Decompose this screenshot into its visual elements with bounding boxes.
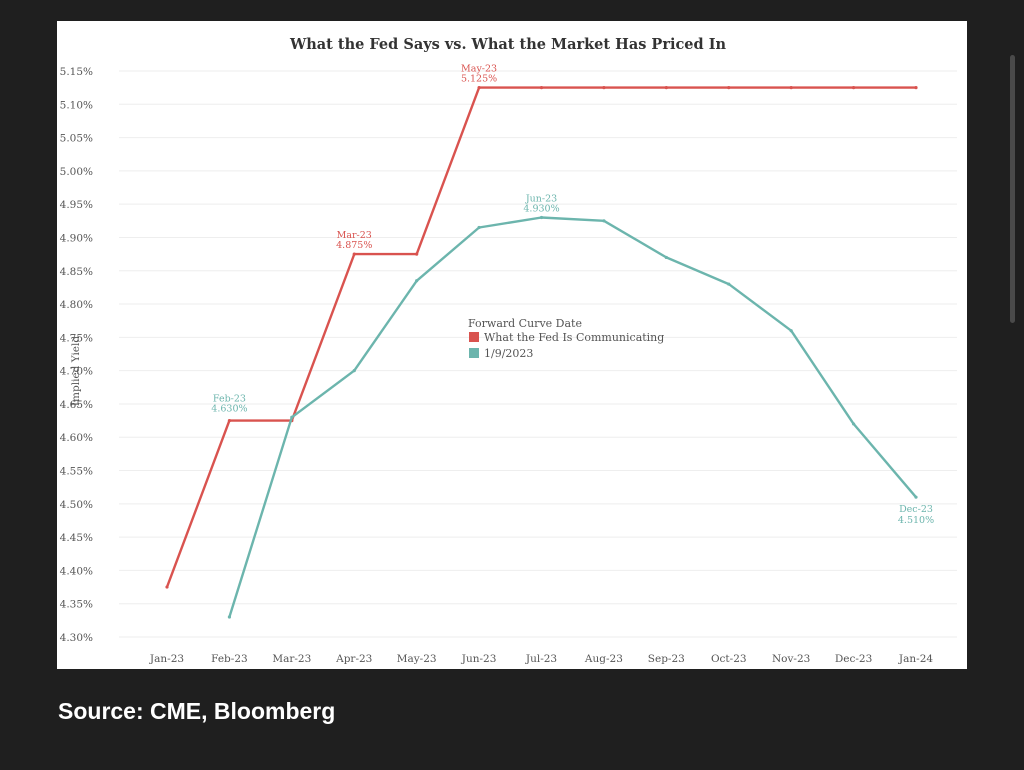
y-tick-label: 5.00% [60,166,93,178]
y-tick-label: 5.10% [60,99,93,111]
annotation-value: 4.930% [523,203,559,214]
gridlines [119,70,957,638]
data-point [789,86,793,90]
x-tick-label: Aug-23 [584,653,623,665]
x-tick-label: Mar-23 [272,653,311,665]
annotations: Feb-234.630% Mar-234.875% May-235.125% Jun-… [211,64,934,527]
y-tick-label: 4.75% [60,332,93,344]
legend-label-fed: What the Fed Is Communicating [484,331,664,344]
x-tick-label: Jan-23 [149,653,184,665]
y-tick-label: 4.80% [60,299,93,311]
y-tick-label: 4.60% [60,432,93,444]
legend-label-market: 1/9/2023 [484,347,533,360]
x-tick-label: Sep-23 [648,653,685,665]
data-point [914,495,918,499]
data-point [415,279,419,283]
series-lines [165,86,918,619]
x-tick-label: Jul-23 [525,653,557,665]
x-tick-label: Apr-23 [335,653,372,665]
y-tick-label: 4.65% [60,399,93,411]
data-point [227,418,232,423]
annotation-value: 4.875% [336,240,372,251]
annotation-value: 5.125% [461,74,497,85]
y-axis-label: Implied Yield [70,336,82,406]
y-axis-ticks: 4.30% 4.35% 4.40% 4.45% 4.50% 4.55% 4.60% 4.65%… [60,66,93,644]
data-point [851,422,856,426]
data-point [477,86,481,90]
y-tick-label: 4.70% [60,366,93,378]
x-tick-label: Nov-23 [772,653,810,665]
data-point [227,615,232,619]
y-tick-label: 5.15% [60,66,93,78]
data-point [539,86,544,90]
x-tick-label: Jan-24 [898,653,933,665]
chart-title: What the Fed Says vs. What the Market Ha… [289,36,727,53]
annotation-label: Jun-23 [525,193,557,204]
y-tick-label: 4.40% [60,565,93,577]
data-point [165,585,169,589]
legend-title: Forward Curve Date [468,317,582,330]
chart-panel: What the Fed Says vs. What the Market Ha… [57,21,967,669]
y-tick-label: 4.95% [60,199,93,211]
annotation-label: Feb-23 [213,393,246,404]
annotation-label: Dec-23 [899,504,933,515]
scrollbar-thumb[interactable] [1010,55,1015,323]
annotation-value: 4.510% [898,515,934,526]
y-tick-label: 4.30% [60,632,93,644]
data-point [727,86,731,90]
y-tick-label: 4.85% [60,266,93,278]
data-point [352,252,356,256]
data-point [727,282,731,286]
line-chart: What the Fed Says vs. What the Market Ha… [60,36,957,665]
data-point [290,415,294,419]
data-point [477,225,481,230]
legend: Forward Curve Date What the Fed Is Commu… [468,317,664,360]
x-tick-label: Oct-23 [711,653,747,665]
annotation-label: May-23 [461,64,497,75]
y-tick-label: 4.55% [60,466,93,478]
data-point [602,86,606,90]
data-point [851,86,856,90]
data-point [415,252,419,256]
data-point [789,329,793,333]
series-line-1 [228,216,917,618]
source-caption: Source: CME, Bloomberg [58,698,336,724]
data-point [602,219,606,223]
legend-swatch-fed [469,332,479,342]
data-point [539,215,544,220]
y-tick-label: 5.05% [60,133,93,145]
data-point [664,255,668,260]
x-tick-label: Jun-23 [461,653,497,665]
data-point [664,86,668,90]
x-tick-label: Dec-23 [835,653,872,665]
x-tick-label: Feb-23 [211,653,248,665]
data-point [352,369,356,373]
x-axis-ticks: Jan-23 Feb-23 Mar-23 Apr-23 May-23 Jun-23 Jul-… [149,653,933,665]
y-tick-label: 4.50% [60,499,93,511]
y-tick-label: 4.90% [60,232,93,244]
annotation-label: Mar-23 [337,230,372,241]
data-point [914,86,918,90]
y-tick-label: 4.45% [60,532,93,544]
legend-swatch-market [469,348,479,358]
x-tick-label: May-23 [397,653,437,665]
y-tick-label: 4.35% [60,599,93,611]
annotation-value: 4.630% [211,403,247,414]
